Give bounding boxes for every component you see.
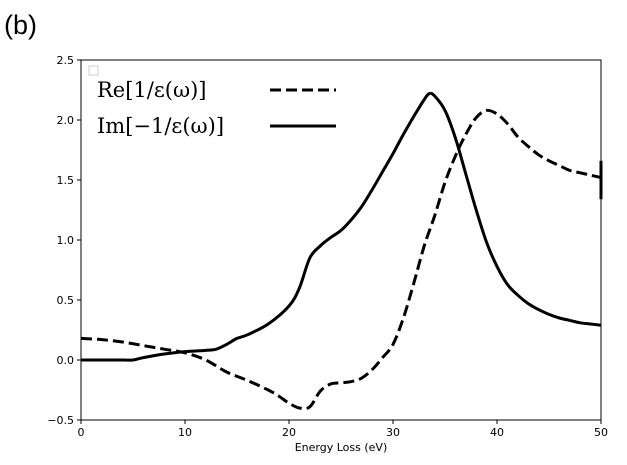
plot-layer [80,91,603,411]
panel-label: (b) [4,10,37,40]
re-series-line [80,108,602,411]
legend-entry-re-label: Re[1/ε(ω)] [97,78,206,102]
x-tick-label: 0 [78,426,85,439]
im-series-line [81,91,602,362]
legend-box-icon [88,65,99,76]
x-tick-label: 10 [178,426,192,439]
x-tick-label: 20 [282,426,296,439]
legend-entry-im-label: Im[−1/ε(ω)] [97,114,224,138]
x-tick-label: 50 [594,426,608,439]
x-tick-label: 30 [386,426,400,439]
y-tick-label: 2.5 [57,54,75,67]
x-axis-title: Energy Loss (eV) [295,441,388,454]
y-tick-label: 2.0 [57,114,75,127]
legend: Re[1/ε(ω)] Im[−1/ε(ω)] [88,65,336,138]
y-tick-label: 0.5 [57,294,75,307]
ticks-layer: 0 10 20 30 40 50 −0.5 0.0 0.5 1.0 1.5 2.0 2.5 [47,54,608,439]
y-tick-label: 1.0 [57,234,75,247]
x-tick-label: 40 [490,426,504,439]
y-tick-label: −0.5 [47,414,74,427]
y-tick-label: 0.0 [57,354,75,367]
y-tick-label: 1.5 [57,174,75,187]
